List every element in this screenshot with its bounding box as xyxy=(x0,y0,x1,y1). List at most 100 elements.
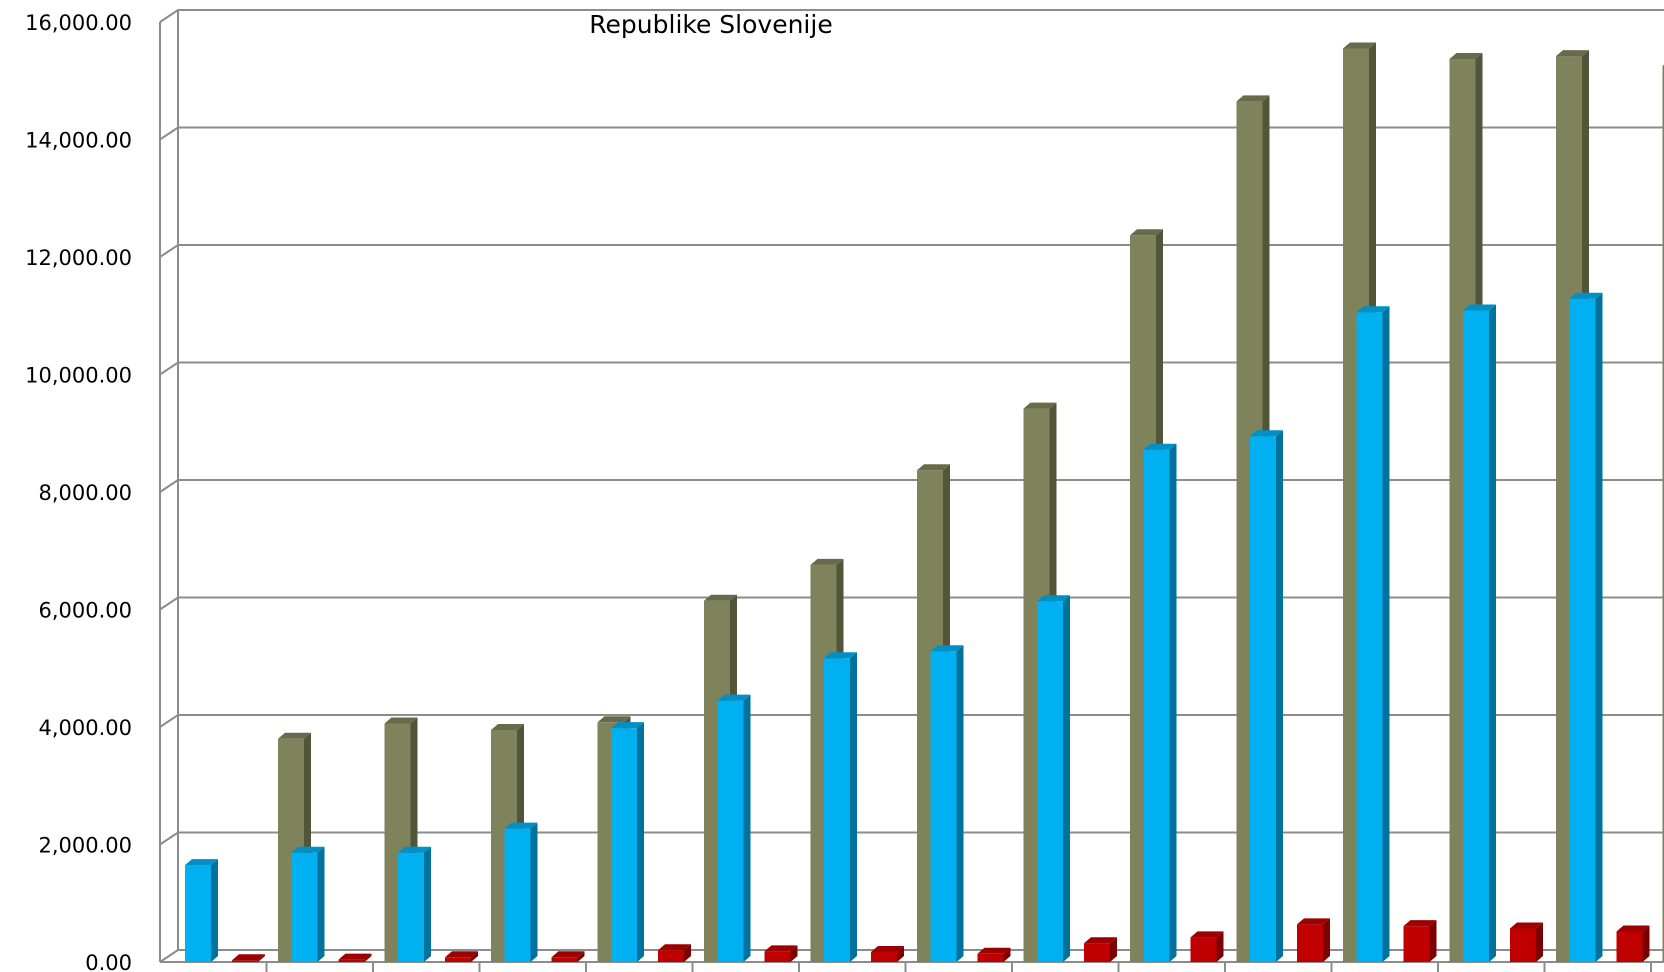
bar xyxy=(764,945,798,962)
bar-front xyxy=(1510,928,1536,962)
bar xyxy=(824,652,857,962)
bar-top xyxy=(278,732,311,739)
bar-front xyxy=(1569,298,1596,962)
bar xyxy=(1356,306,1390,963)
y-tick-label: 12,000.00 xyxy=(25,246,132,270)
bar xyxy=(930,645,964,962)
bar-front xyxy=(977,953,1004,962)
bar-front xyxy=(1403,926,1430,962)
bar-top xyxy=(291,846,325,853)
bar-top xyxy=(611,722,644,729)
bar-top xyxy=(1023,402,1057,409)
bar-top xyxy=(445,951,478,958)
y-tick-label: 10,000.00 xyxy=(25,364,132,388)
bar-top xyxy=(1236,95,1270,102)
bar-side xyxy=(1110,937,1117,962)
bar-top xyxy=(1463,304,1496,311)
bar-top xyxy=(764,945,798,952)
bar xyxy=(398,846,431,962)
bar-front xyxy=(1356,312,1383,963)
bar-top xyxy=(338,953,372,960)
bar xyxy=(1510,922,1543,962)
bar-top xyxy=(1510,922,1543,929)
bar-top xyxy=(658,944,691,951)
bar-side xyxy=(1063,595,1070,962)
bar-side xyxy=(211,859,218,962)
bar-top xyxy=(717,694,751,701)
bar-front xyxy=(1084,943,1110,962)
bar-top xyxy=(1616,925,1650,932)
bar xyxy=(504,822,538,962)
bar xyxy=(1616,925,1650,962)
bar-top xyxy=(1403,920,1437,927)
bar xyxy=(717,694,751,962)
bar-front xyxy=(717,700,744,962)
bars xyxy=(185,42,1664,963)
bar-front xyxy=(1143,449,1170,962)
bar-side xyxy=(1429,920,1437,962)
bar-front xyxy=(764,951,791,962)
bar-top xyxy=(704,594,737,601)
bar-side xyxy=(897,946,904,962)
bar-front xyxy=(291,852,318,962)
bar-side xyxy=(1489,304,1496,962)
bar xyxy=(1250,430,1283,962)
bar-top xyxy=(398,846,431,853)
bar-top xyxy=(917,464,950,471)
bar-side xyxy=(1003,947,1011,962)
bar-top xyxy=(871,946,904,953)
bar-top xyxy=(1037,595,1070,602)
bar-front xyxy=(871,952,897,962)
bar-top xyxy=(1343,42,1376,49)
bar xyxy=(611,722,644,962)
bar-front xyxy=(1037,601,1063,962)
bar-side xyxy=(1536,922,1543,962)
bar-side xyxy=(530,822,538,962)
bar-side xyxy=(317,846,325,962)
bar-top xyxy=(491,723,524,730)
bar-front xyxy=(658,950,684,962)
y-tick-label: 4,000.00 xyxy=(38,716,132,740)
bar-top xyxy=(185,859,218,866)
bar-front xyxy=(185,865,211,962)
bar-top xyxy=(597,716,631,723)
bar-front xyxy=(1297,924,1323,962)
bar-side xyxy=(1169,443,1177,962)
bar-top xyxy=(1084,937,1117,944)
bar xyxy=(1190,931,1224,962)
bar xyxy=(232,954,265,962)
bar-front xyxy=(504,828,531,962)
y-tick-label: 14,000.00 xyxy=(25,129,132,153)
gridline xyxy=(159,244,1664,258)
bar xyxy=(445,951,478,962)
bar-front xyxy=(930,651,957,962)
gridline xyxy=(159,9,1664,23)
y-tick-label: 16,000.00 xyxy=(25,11,132,35)
gridline xyxy=(159,361,1664,376)
bar-front xyxy=(338,959,365,962)
y-tick-labels: 0.00 2,000.00 4,000.00 6,000.00 8,000.00 10,0… xyxy=(25,11,132,972)
bar xyxy=(291,846,325,962)
bar-front xyxy=(1190,937,1217,962)
bar-front xyxy=(611,728,637,962)
bar-top xyxy=(1130,229,1163,236)
bar xyxy=(185,859,218,962)
bar-top xyxy=(977,947,1011,954)
bar-side xyxy=(1382,306,1390,963)
bar-top xyxy=(384,717,418,724)
bar-front xyxy=(445,957,471,962)
bar-top xyxy=(1190,931,1224,938)
bar-top xyxy=(824,652,857,659)
bar xyxy=(1143,443,1177,962)
bar-side xyxy=(790,945,798,962)
bar-front xyxy=(1250,436,1276,962)
bar xyxy=(1403,920,1437,962)
bar xyxy=(977,947,1011,962)
bar-top xyxy=(930,645,964,652)
bar-side xyxy=(1216,931,1224,962)
y-tick-label: 2,000.00 xyxy=(38,834,132,858)
bar-side xyxy=(424,846,431,962)
y-tick-label: 8,000.00 xyxy=(38,481,132,505)
bar-top xyxy=(504,822,538,829)
